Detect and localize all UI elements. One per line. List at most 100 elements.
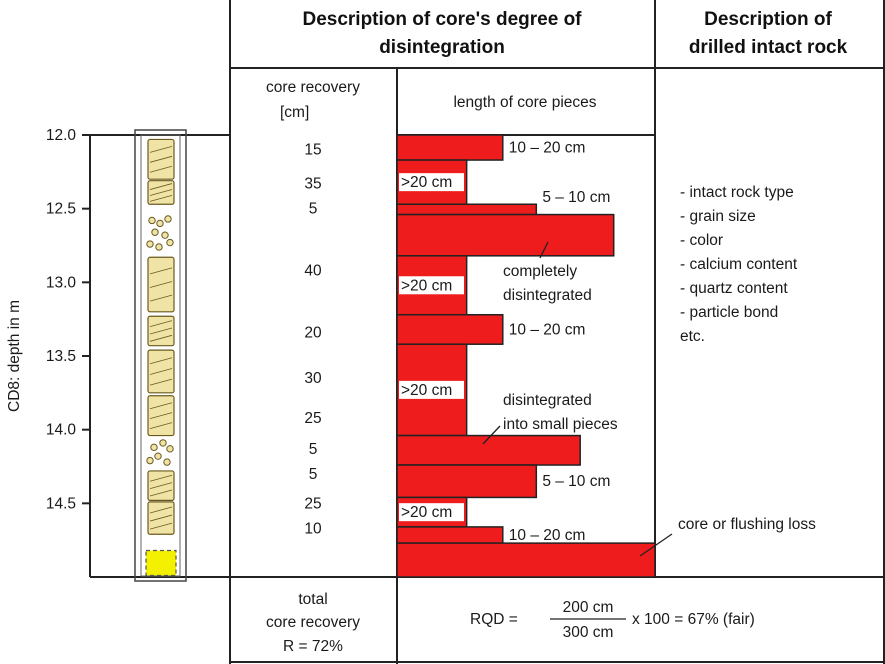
total-line2: core recovery bbox=[266, 614, 360, 631]
core-fragment bbox=[146, 240, 154, 248]
core-fracture bbox=[149, 327, 173, 335]
length-bars: 10 – 20 cm >20 cm 5 – 10 cm >20 cm 10 – 20 c… bbox=[396, 134, 656, 578]
depth-tick-label: 12.5 bbox=[46, 201, 76, 218]
leader-completely bbox=[539, 241, 549, 259]
recovery-value: 5 bbox=[309, 201, 318, 218]
core-fracture bbox=[149, 155, 173, 163]
core-fracture bbox=[149, 368, 173, 375]
core-fragment bbox=[151, 228, 159, 236]
recovery-value: 25 bbox=[304, 495, 321, 512]
core-fracture bbox=[149, 474, 173, 482]
recovery-value: 15 bbox=[304, 142, 321, 159]
intact-rock-item: - calcium content bbox=[680, 256, 798, 273]
core-fracture bbox=[149, 514, 173, 522]
rqd-label: RQD = bbox=[470, 611, 518, 628]
depth-axis-ticks: 12.0 12.5 13.0 13.5 14.0 14.5 bbox=[46, 127, 90, 512]
recovery-values: 15 35 5 40 20 30 25 5 5 25 10 bbox=[304, 142, 322, 538]
length-label: 5 – 10 cm bbox=[542, 473, 610, 490]
core-fragment bbox=[156, 219, 164, 228]
core-fragment bbox=[150, 443, 158, 452]
intact-rock-item: - intact rock type bbox=[680, 184, 794, 201]
annotations bbox=[482, 241, 673, 557]
core-fracture bbox=[149, 482, 173, 490]
core-fragment bbox=[163, 458, 171, 466]
core-fracture bbox=[149, 378, 173, 386]
depth-tick-label: 12.0 bbox=[46, 127, 77, 144]
core-fracture bbox=[149, 506, 173, 514]
length-label: >20 cm bbox=[401, 174, 452, 191]
drill-core-column bbox=[134, 129, 187, 582]
depth-tick-label: 14.0 bbox=[46, 422, 77, 439]
intact-rock-item: - grain size bbox=[680, 208, 756, 225]
rqd-numerator: 200 cm bbox=[563, 599, 614, 616]
intact-title-line1: Description of bbox=[704, 9, 832, 30]
length-label-bg bbox=[399, 276, 464, 295]
core-fracture bbox=[149, 357, 173, 365]
core-fracture bbox=[149, 522, 173, 530]
total-line1: total bbox=[298, 591, 327, 608]
intact-title-line2: drilled intact rock bbox=[689, 37, 848, 58]
length-label: 10 – 20 cm bbox=[509, 527, 586, 544]
leader-small-pieces bbox=[482, 425, 501, 445]
leader-loss bbox=[639, 533, 673, 557]
recovery-value: 40 bbox=[304, 263, 322, 280]
recovery-value: 35 bbox=[304, 176, 321, 193]
length-bar bbox=[396, 526, 504, 544]
total-line3: R = 72% bbox=[283, 638, 343, 655]
length-label-bg bbox=[399, 173, 464, 192]
length-label: 5 – 10 cm bbox=[542, 189, 610, 206]
depth-tick-label: 13.5 bbox=[46, 348, 76, 365]
length-label: 10 – 20 cm bbox=[509, 321, 586, 338]
length-bar bbox=[396, 203, 538, 216]
core-fracture bbox=[149, 165, 173, 173]
core-fracture bbox=[149, 334, 173, 342]
core-fragment bbox=[155, 243, 163, 251]
recovery-value: 5 bbox=[309, 441, 318, 458]
rqd-result: x 100 = 67% (fair) bbox=[632, 611, 755, 628]
recovery-value: 10 bbox=[304, 520, 322, 537]
recovery-header-line1: core recovery bbox=[266, 79, 360, 96]
recovery-value: 5 bbox=[309, 466, 318, 483]
core-fracture bbox=[149, 145, 173, 153]
core-fragment bbox=[148, 216, 156, 225]
intact-rock-item: - color bbox=[680, 232, 723, 249]
length-label: 10 – 20 cm bbox=[509, 140, 586, 157]
length-bar bbox=[396, 434, 581, 466]
depth-tick-label: 13.0 bbox=[46, 274, 77, 291]
core-fragment bbox=[166, 445, 174, 453]
depth-axis-label: CD8: depth in m bbox=[6, 300, 23, 412]
core-fragment bbox=[159, 439, 167, 447]
core-fragment bbox=[164, 215, 172, 223]
core-fracture bbox=[149, 422, 173, 430]
annotation-loss: core or flushing loss bbox=[678, 516, 816, 533]
core-fracture bbox=[149, 183, 173, 190]
core-fragment bbox=[161, 231, 169, 239]
depth-tick-label: 14.5 bbox=[46, 495, 76, 512]
length-label-bg bbox=[399, 380, 464, 399]
length-label: >20 cm bbox=[401, 504, 452, 521]
annotation-small-line1: disintegrated bbox=[503, 392, 592, 409]
core-box-outer bbox=[134, 129, 187, 582]
length-bar bbox=[396, 464, 538, 499]
core-fracture bbox=[149, 320, 173, 327]
recovery-value: 30 bbox=[304, 370, 322, 387]
rqd-denominator: 300 cm bbox=[563, 624, 614, 641]
core-fracture bbox=[149, 281, 173, 288]
length-label: >20 cm bbox=[401, 277, 452, 294]
disintegration-title-line2: disintegration bbox=[379, 37, 505, 58]
length-bar bbox=[396, 542, 656, 578]
core-fragment bbox=[166, 238, 174, 247]
core-fracture bbox=[149, 412, 173, 420]
length-label: >20 cm bbox=[401, 382, 452, 399]
intact-rock-item: - quartz content bbox=[680, 280, 788, 297]
annotation-completely-line1: completely bbox=[503, 263, 577, 280]
length-header: length of core pieces bbox=[453, 94, 596, 111]
core-fracture bbox=[149, 489, 173, 497]
core-fracture bbox=[149, 402, 173, 410]
core-fracture bbox=[149, 267, 173, 275]
length-bar bbox=[396, 134, 504, 161]
recovery-value: 20 bbox=[304, 324, 322, 341]
core-fracture bbox=[149, 194, 173, 202]
intact-rock-item: etc. bbox=[680, 328, 705, 345]
